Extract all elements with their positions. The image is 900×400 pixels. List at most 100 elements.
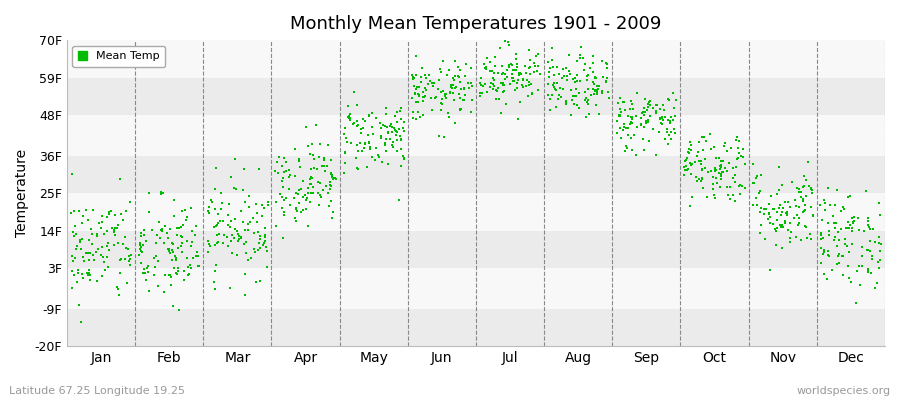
Point <box>752 188 767 194</box>
Point <box>682 202 697 209</box>
Point <box>230 228 244 234</box>
Point <box>428 94 443 100</box>
Point <box>392 133 407 139</box>
Point <box>172 225 186 232</box>
Point <box>323 182 338 188</box>
Point <box>589 74 603 81</box>
Point <box>865 253 879 260</box>
Point <box>734 153 748 159</box>
Point <box>797 207 812 214</box>
Point <box>792 204 806 210</box>
Point <box>423 78 437 84</box>
Point <box>82 236 96 243</box>
Point <box>405 95 419 101</box>
Point <box>803 231 817 237</box>
Point <box>496 70 510 76</box>
Point <box>620 145 634 152</box>
Point <box>324 157 338 163</box>
Point <box>653 120 668 126</box>
Point <box>612 112 626 119</box>
Point <box>618 125 633 131</box>
Point <box>66 258 80 264</box>
Point <box>708 175 723 181</box>
Point <box>306 156 320 162</box>
Point <box>654 121 669 128</box>
Point <box>629 152 643 158</box>
Point <box>649 110 663 116</box>
Point <box>302 180 317 187</box>
Point <box>349 164 364 171</box>
Point <box>261 202 275 208</box>
Point <box>544 44 559 51</box>
Point <box>516 77 530 84</box>
Point <box>133 242 148 248</box>
Point <box>417 98 431 104</box>
Point <box>579 114 593 120</box>
Point <box>529 68 544 74</box>
Point <box>562 68 576 74</box>
Point <box>432 76 446 83</box>
Point <box>716 169 730 175</box>
Point <box>359 164 374 170</box>
Point <box>152 218 166 225</box>
Point <box>845 228 859 234</box>
Point <box>473 82 488 88</box>
Point <box>821 248 835 254</box>
Point <box>707 165 722 172</box>
Point <box>851 215 866 221</box>
Point <box>76 254 91 260</box>
Point <box>317 163 331 170</box>
Point <box>447 58 462 64</box>
Point <box>580 77 594 84</box>
Point <box>282 174 296 180</box>
Point <box>295 178 310 184</box>
Point <box>427 80 441 86</box>
Point <box>169 254 184 261</box>
Point <box>556 66 571 72</box>
Point <box>114 211 129 217</box>
Point <box>661 126 675 132</box>
Point <box>799 192 814 199</box>
Point <box>855 253 869 260</box>
Point <box>202 208 216 214</box>
Point <box>679 163 693 169</box>
Point <box>240 221 255 228</box>
Point <box>701 168 716 175</box>
Point <box>762 219 777 226</box>
Point <box>634 110 649 116</box>
Point <box>625 115 639 121</box>
Point <box>366 131 381 138</box>
Point <box>662 118 677 124</box>
Point <box>252 236 266 242</box>
Point <box>225 250 239 257</box>
Point <box>244 254 258 261</box>
Point <box>213 190 228 196</box>
Point <box>389 132 403 138</box>
Point <box>85 230 99 237</box>
Point <box>275 178 290 184</box>
Point <box>662 132 676 138</box>
Point <box>240 256 255 263</box>
Point <box>506 78 520 84</box>
Point <box>872 200 886 206</box>
Point <box>340 103 355 109</box>
Point <box>507 78 521 84</box>
Point <box>100 228 114 234</box>
Point <box>70 270 85 276</box>
Point <box>473 90 488 96</box>
Point <box>141 263 156 270</box>
Point <box>374 134 388 141</box>
Point <box>493 45 508 51</box>
Point <box>664 135 679 142</box>
Point <box>694 160 708 167</box>
Point <box>409 72 423 78</box>
Point <box>259 244 274 250</box>
Point <box>411 84 426 90</box>
Point <box>210 240 224 246</box>
Point <box>457 73 472 79</box>
Point <box>443 88 457 95</box>
Point <box>155 227 169 234</box>
Point <box>626 114 640 121</box>
Point <box>238 226 252 233</box>
Point <box>770 191 784 197</box>
